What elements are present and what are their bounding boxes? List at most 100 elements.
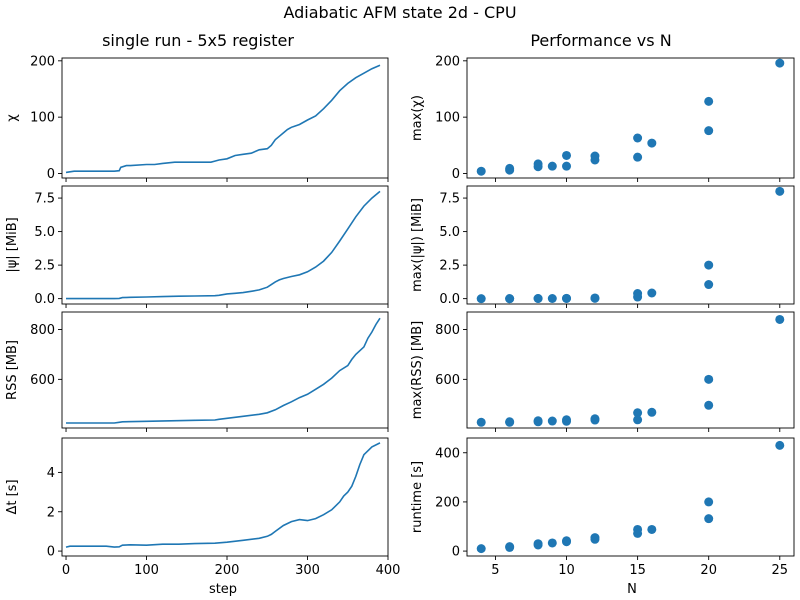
data-point (562, 537, 572, 547)
axes-frame (61, 185, 389, 305)
data-point (647, 407, 657, 417)
data-point (633, 133, 643, 143)
data-point (547, 416, 557, 426)
data-point (704, 126, 714, 136)
axes-frame (61, 437, 389, 557)
data-point (505, 542, 515, 552)
data-point (476, 166, 486, 176)
data-point (533, 294, 543, 304)
x-tick-label: 25 (772, 563, 789, 578)
y-tick-label: 200 (435, 495, 460, 510)
y-axis-label: |ψ| [MiB] (5, 217, 20, 272)
y-axis-label: RSS [MB] (5, 340, 20, 400)
series-line (65, 64, 381, 174)
data-point (505, 294, 515, 304)
data-point (633, 415, 643, 425)
right-column-title: Performance vs N (530, 31, 671, 50)
y-tick-label: 200 (30, 54, 55, 69)
data-point (633, 152, 643, 162)
subplot-6: 600 800 max(RSS) [MB] (410, 311, 795, 432)
y-tick-label: 5.0 (439, 225, 460, 240)
data-point (704, 374, 714, 384)
axes-frame (466, 185, 795, 305)
y-tick-label: 800 (435, 323, 460, 338)
data-point (590, 155, 600, 165)
data-point (633, 528, 643, 538)
data-point (775, 58, 785, 68)
data-point (547, 161, 557, 171)
subplot-7: 0 2 4 0 100 200 300 400 Δt [s] (5, 437, 401, 578)
data-point (562, 294, 572, 304)
data-point (775, 440, 785, 450)
data-point (775, 186, 785, 196)
y-tick-label: 0 (47, 167, 55, 182)
y-axis-label: max(|ψ|) [MiB] (410, 198, 425, 292)
data-point (505, 163, 515, 173)
axes-frame (466, 311, 795, 429)
series-line (66, 190, 381, 300)
data-point (505, 417, 515, 427)
data-point (704, 260, 714, 270)
y-tick-label: 100 (435, 111, 460, 126)
y-tick-label: 5.0 (34, 225, 55, 240)
y-axis-label: max(RSS) [MB] (410, 321, 425, 419)
y-tick-label: 2.5 (34, 259, 55, 274)
data-point (633, 292, 643, 302)
data-point (533, 159, 543, 169)
data-point (562, 161, 572, 171)
data-point (647, 288, 657, 298)
y-tick-label: 2 (47, 505, 55, 520)
data-point (476, 544, 486, 554)
y-tick-label: 100 (30, 111, 55, 126)
data-point (775, 314, 785, 324)
data-point (533, 540, 543, 550)
figure-suptitle: Adiabatic AFM state 2d - CPU (283, 3, 516, 22)
x-tick-label: 20 (700, 563, 717, 578)
axes-frame (466, 57, 795, 179)
y-tick-label: 0.0 (439, 292, 460, 307)
data-point (590, 415, 600, 425)
y-tick-label: 4 (47, 466, 55, 481)
y-tick-label: 0 (47, 545, 55, 560)
data-point (476, 417, 486, 427)
y-tick-label: 600 (30, 373, 55, 388)
y-tick-label: 0 (452, 167, 460, 182)
y-tick-label: 600 (435, 373, 460, 388)
y-tick-label: 0 (452, 545, 460, 560)
series-line (66, 317, 381, 424)
data-point (562, 150, 572, 160)
left-x-axis-label: step (209, 582, 237, 597)
left-column-title: single run - 5x5 register (102, 31, 294, 50)
data-point (547, 294, 557, 304)
y-axis-label: runtime [s] (410, 461, 425, 533)
data-point (633, 408, 643, 418)
x-tick-label: 0 (62, 563, 70, 578)
y-axis-label: Δt [s] (5, 479, 20, 514)
subplot-3: 0.0 2.5 5.0 7.5 |ψ| [MiB] (5, 185, 389, 308)
y-tick-label: 0.0 (34, 292, 55, 307)
y-axis-label: χ (5, 114, 20, 122)
x-tick-label: 200 (215, 563, 240, 578)
x-tick-label: 400 (376, 563, 401, 578)
data-point (533, 416, 543, 426)
data-point (562, 416, 572, 426)
data-point (704, 280, 714, 290)
data-point (704, 96, 714, 106)
data-point (647, 524, 657, 534)
y-tick-label: 7.5 (439, 192, 460, 207)
axes-frame (466, 437, 795, 557)
series-line (65, 442, 381, 548)
x-tick-label: 10 (558, 563, 575, 578)
subplot-8: 0 200 400 5 10 15 20 25 runtime [s] (410, 437, 795, 578)
y-axis-label: max(χ) (410, 95, 425, 141)
x-tick-label: 5 (491, 563, 499, 578)
subplot-4: 0.0 2.5 5.0 7.5 max(|ψ|) [MiB] (410, 185, 795, 308)
data-point (547, 538, 557, 548)
data-point (704, 514, 714, 524)
data-point (704, 497, 714, 507)
subplot-2: 0 100 200 max(χ) (410, 54, 795, 182)
y-tick-label: 7.5 (34, 192, 55, 207)
right-x-axis-label: N (627, 582, 637, 597)
y-tick-label: 800 (30, 323, 55, 338)
